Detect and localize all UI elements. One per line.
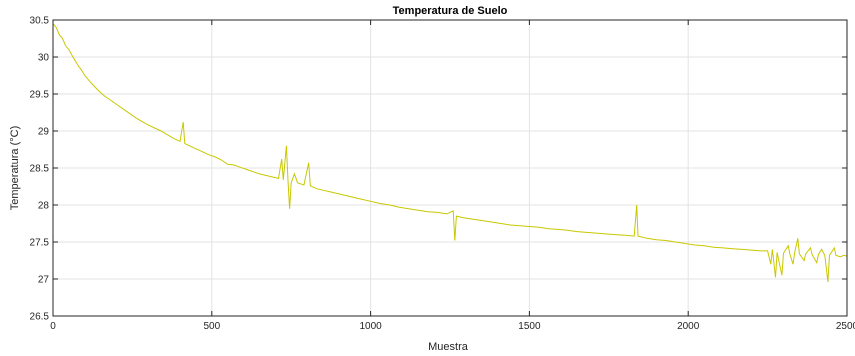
y-tick-label: 27.5	[30, 238, 50, 249]
y-tick-label: 30.5	[30, 16, 50, 27]
x-tick-label: 1000	[359, 321, 382, 332]
y-ticks: 26.5 27 27.5 28 28.5 29 29.5 30 30.5	[30, 16, 847, 323]
y-tick-label: 28	[38, 201, 50, 212]
x-tick-label: 2000	[677, 321, 700, 332]
x-ticks: 0 500 1000 1500 2000 2500	[50, 20, 855, 332]
x-tick-label: 500	[203, 321, 220, 332]
x-tick-label: 0	[50, 321, 56, 332]
y-tick-label: 28.5	[30, 164, 50, 175]
chart-title: Temperatura de Suelo	[393, 5, 508, 17]
y-tick-label: 29	[38, 127, 50, 138]
series-group	[52, 23, 848, 283]
y-tick-label: 27	[38, 275, 50, 286]
y-tick-label: 30	[38, 53, 50, 64]
y-tick-label: 29.5	[30, 90, 50, 101]
series-line	[52, 23, 848, 283]
x-axis-label: Muestra	[428, 341, 469, 353]
x-tick-label: 2500	[836, 321, 855, 332]
y-tick-label: 26.5	[30, 312, 50, 323]
y-axis-label: Temperatura (°C)	[9, 126, 21, 210]
x-tick-label: 1500	[518, 321, 541, 332]
